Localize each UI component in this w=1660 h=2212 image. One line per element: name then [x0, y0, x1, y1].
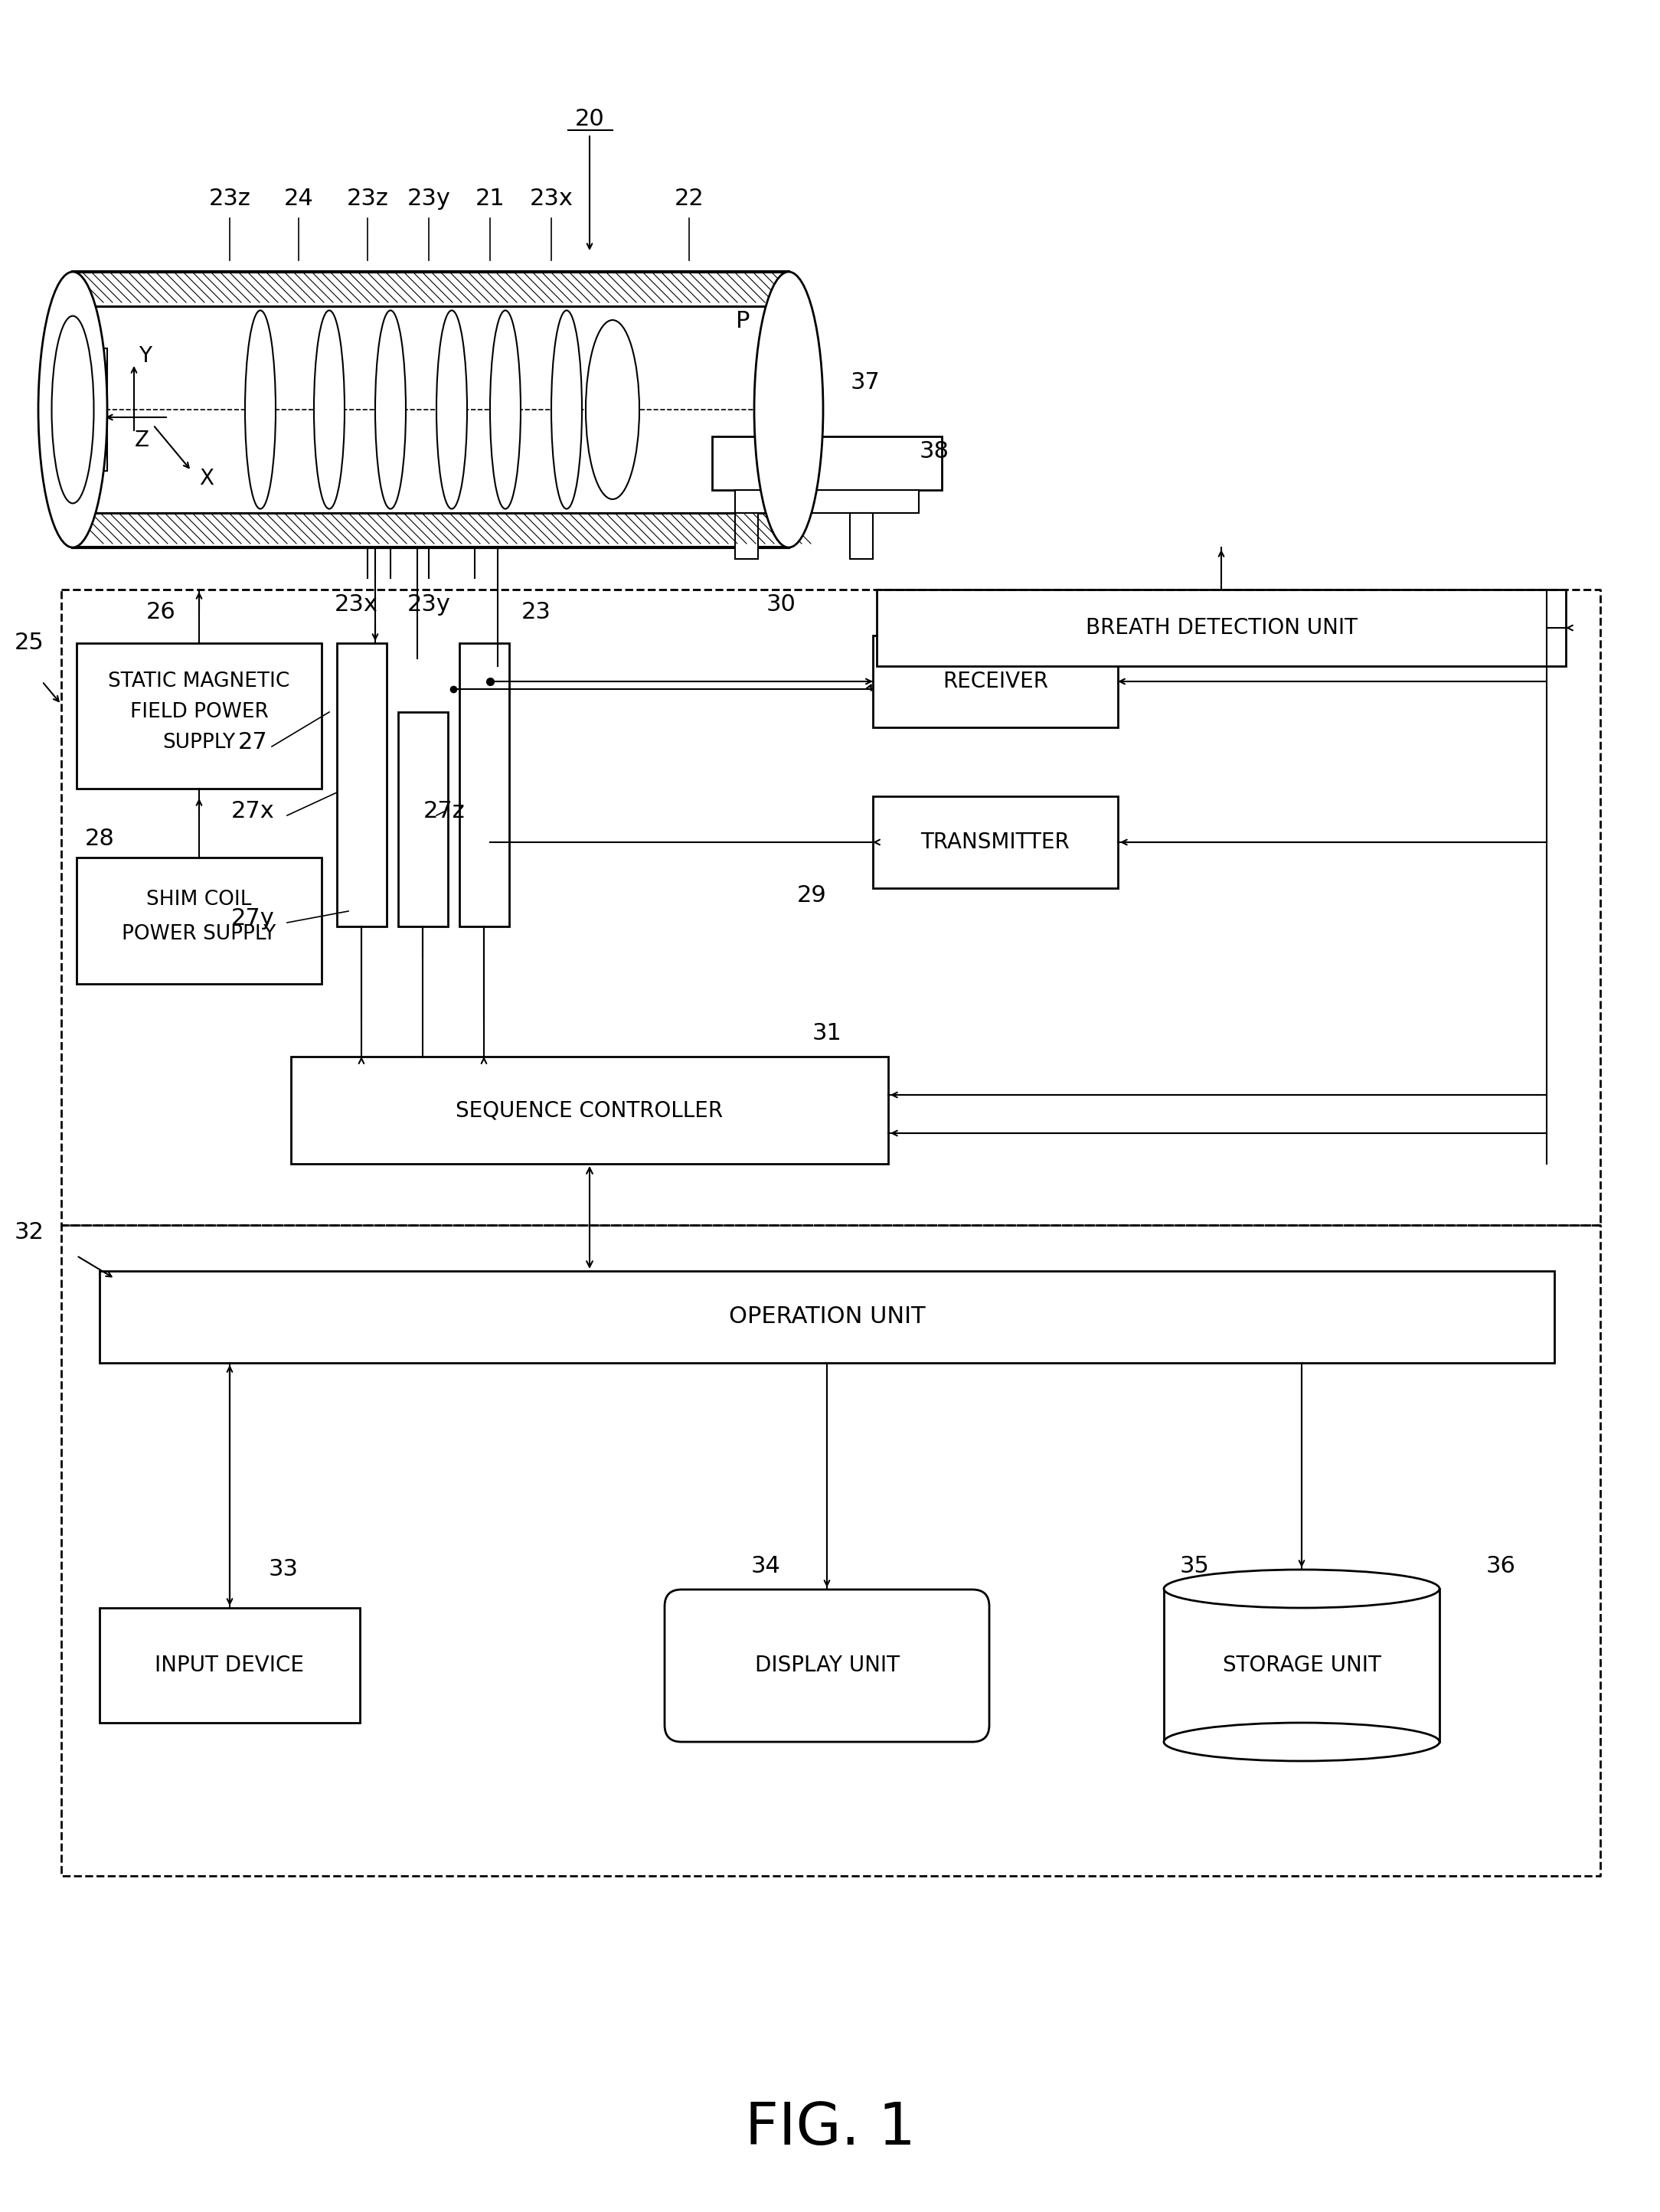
Text: DISPLAY UNIT: DISPLAY UNIT	[755, 1655, 900, 1677]
Text: SEQUENCE CONTROLLER: SEQUENCE CONTROLLER	[456, 1099, 724, 1121]
FancyBboxPatch shape	[664, 1590, 989, 1741]
Text: 37: 37	[850, 372, 880, 394]
Text: 27y: 27y	[231, 907, 274, 929]
Bar	[460, 644, 510, 927]
Ellipse shape	[375, 310, 405, 509]
Text: INPUT DEVICE: INPUT DEVICE	[154, 1655, 304, 1677]
Text: 20: 20	[574, 108, 604, 131]
Bar	[1164, 1588, 1439, 1741]
Ellipse shape	[490, 310, 521, 509]
Text: 36: 36	[1486, 1555, 1516, 1577]
Bar	[876, 591, 1565, 666]
Text: 22: 22	[674, 188, 704, 210]
Text: 27z: 27z	[423, 801, 465, 823]
Ellipse shape	[314, 310, 345, 509]
Text: 35: 35	[1180, 1555, 1210, 1577]
Text: SHIM COIL: SHIM COIL	[146, 889, 252, 909]
Bar	[337, 644, 387, 927]
Text: 23x: 23x	[334, 593, 378, 615]
Text: 25: 25	[15, 633, 43, 655]
Bar	[100, 1608, 360, 1723]
Text: 23: 23	[521, 602, 551, 624]
Text: POWER SUPPLY: POWER SUPPLY	[123, 925, 276, 945]
Text: Z: Z	[134, 429, 149, 451]
Text: BREATH DETECTION UNIT: BREATH DETECTION UNIT	[1086, 617, 1358, 639]
Text: 27x: 27x	[231, 801, 274, 823]
Text: 31: 31	[812, 1022, 842, 1044]
Text: 33: 33	[269, 1559, 299, 1582]
Text: 30: 30	[767, 593, 795, 615]
Bar	[73, 513, 788, 546]
Ellipse shape	[586, 321, 639, 500]
Text: 26: 26	[146, 602, 176, 624]
Ellipse shape	[51, 316, 95, 504]
Bar	[73, 272, 788, 546]
Text: 23x: 23x	[530, 188, 573, 210]
Bar	[100, 1272, 1554, 1363]
Text: 34: 34	[750, 1555, 780, 1577]
Text: 23z: 23z	[209, 188, 251, 210]
Text: STORAGE UNIT: STORAGE UNIT	[1222, 1655, 1381, 1677]
Bar	[735, 491, 920, 513]
Ellipse shape	[437, 310, 466, 509]
Ellipse shape	[1164, 1571, 1439, 1608]
Bar	[290, 1057, 888, 1164]
Text: 28: 28	[85, 827, 115, 849]
Text: SUPPLY: SUPPLY	[163, 732, 236, 752]
Bar	[76, 858, 322, 984]
Bar	[76, 644, 322, 790]
Text: 38: 38	[920, 440, 950, 462]
Bar	[873, 635, 1117, 728]
Bar	[735, 513, 759, 560]
Text: Y: Y	[139, 345, 153, 367]
Bar	[873, 796, 1117, 889]
Bar	[398, 712, 448, 927]
Ellipse shape	[551, 310, 583, 509]
Ellipse shape	[754, 272, 823, 546]
Text: P: P	[735, 310, 750, 332]
Text: 23z: 23z	[347, 188, 388, 210]
Text: 29: 29	[797, 885, 827, 907]
Text: RECEIVER: RECEIVER	[943, 670, 1047, 692]
Text: FIELD POWER: FIELD POWER	[129, 701, 269, 721]
Text: 27: 27	[237, 732, 267, 754]
Ellipse shape	[38, 272, 108, 546]
Bar	[850, 513, 873, 560]
Text: OPERATION UNIT: OPERATION UNIT	[729, 1305, 925, 1327]
Text: 23y: 23y	[407, 188, 450, 210]
Bar	[70, 347, 108, 471]
Text: 21: 21	[475, 188, 505, 210]
Bar	[712, 436, 941, 491]
Text: 24: 24	[284, 188, 314, 210]
Ellipse shape	[246, 310, 276, 509]
Text: TRANSMITTER: TRANSMITTER	[921, 832, 1071, 854]
Text: FIG. 1: FIG. 1	[745, 2099, 915, 2157]
Text: X: X	[199, 467, 214, 489]
Ellipse shape	[1164, 1723, 1439, 1761]
Bar	[73, 272, 788, 305]
Text: STATIC MAGNETIC: STATIC MAGNETIC	[108, 672, 290, 692]
Text: 23y: 23y	[407, 593, 450, 615]
Text: 32: 32	[15, 1221, 43, 1243]
